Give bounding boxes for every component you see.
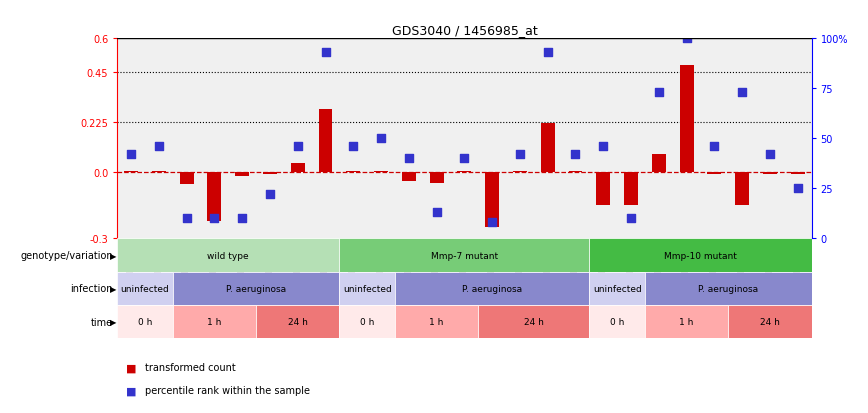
Bar [763,172,777,175]
Point [763,152,777,158]
Text: ■: ■ [126,385,136,395]
Bar [541,123,555,172]
Point [319,50,332,57]
Text: Mmp-7 mutant: Mmp-7 mutant [431,251,498,260]
Text: uninfected: uninfected [343,284,391,293]
Text: P. aeruginosa: P. aeruginosa [698,284,759,293]
Point [680,36,694,43]
Text: ■: ■ [126,363,136,373]
Text: ▶: ▶ [110,251,116,260]
Text: uninfected: uninfected [121,284,169,293]
Point [263,192,277,198]
Bar [339,239,589,272]
Text: 1 h: 1 h [680,318,694,327]
Text: ▶: ▶ [110,284,116,293]
Text: 24 h: 24 h [760,318,779,327]
Text: wild type: wild type [207,251,249,260]
Bar [173,305,256,339]
Bar [478,305,589,339]
Text: P. aeruginosa: P. aeruginosa [462,284,523,293]
Text: genotype/variation: genotype/variation [20,251,113,261]
Bar [707,172,721,175]
Bar [117,272,173,305]
Bar [319,110,332,172]
Bar [645,272,812,305]
Bar [596,172,610,206]
Title: GDS3040 / 1456985_at: GDS3040 / 1456985_at [391,24,537,37]
Bar [589,239,812,272]
Bar [235,172,249,176]
Text: ▶: ▶ [110,318,116,327]
Bar [680,66,694,172]
Text: 1 h: 1 h [430,318,444,327]
Text: 24 h: 24 h [524,318,543,327]
Text: infection: infection [70,284,113,294]
Bar [395,305,478,339]
Point [569,152,582,158]
Bar [791,172,805,175]
Bar [117,239,339,272]
Text: Mmp-10 mutant: Mmp-10 mutant [664,251,737,260]
Point [207,216,221,222]
Point [485,220,499,226]
Bar [117,305,173,339]
Point [180,216,194,222]
Point [735,90,749,97]
Point [430,210,444,216]
Point [402,156,416,162]
Point [596,144,610,150]
Text: 0 h: 0 h [610,318,624,327]
Bar [728,305,812,339]
Point [152,144,166,150]
Text: P. aeruginosa: P. aeruginosa [226,284,286,293]
Bar [263,172,277,174]
Bar [624,172,638,206]
Bar [589,305,645,339]
Bar [735,172,749,206]
Text: 0 h: 0 h [138,318,152,327]
Point [624,216,638,222]
Bar [180,172,194,185]
Bar [207,172,221,221]
Text: uninfected: uninfected [593,284,641,293]
Point [346,144,360,150]
Text: 0 h: 0 h [360,318,374,327]
Point [652,90,666,97]
Bar [339,305,395,339]
Bar [291,164,305,172]
Bar [589,272,645,305]
Text: 1 h: 1 h [207,318,221,327]
Bar [430,172,444,183]
Bar [395,272,589,305]
Text: 24 h: 24 h [288,318,307,327]
Text: percentile rank within the sample: percentile rank within the sample [145,385,310,395]
Bar [173,272,339,305]
Bar [402,172,416,181]
Point [707,144,721,150]
Bar [652,154,666,172]
Point [457,156,471,162]
Text: time: time [91,317,113,327]
Bar [485,172,499,228]
Bar [645,305,728,339]
Point [124,152,138,158]
Point [291,144,305,150]
Point [235,216,249,222]
Point [513,152,527,158]
Bar [256,305,339,339]
Text: transformed count: transformed count [145,363,236,373]
Point [791,186,805,192]
Bar [339,272,395,305]
Point [374,136,388,142]
Point [541,50,555,57]
